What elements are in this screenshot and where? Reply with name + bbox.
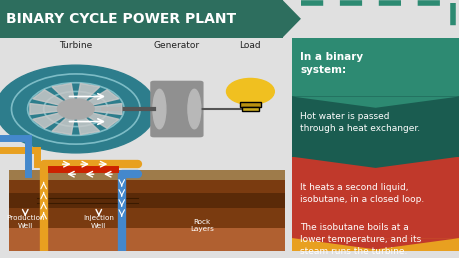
Polygon shape	[52, 84, 76, 109]
Polygon shape	[76, 84, 100, 109]
Polygon shape	[76, 109, 100, 135]
Polygon shape	[282, 0, 300, 38]
Polygon shape	[76, 103, 122, 115]
FancyBboxPatch shape	[9, 171, 284, 180]
Polygon shape	[52, 109, 76, 135]
Text: It heats a second liquid,
isobutane, in a closed loop.: It heats a second liquid, isobutane, in …	[299, 183, 423, 204]
Polygon shape	[76, 109, 119, 128]
Polygon shape	[291, 157, 459, 168]
Text: BINARY CYCLE POWER PLANT: BINARY CYCLE POWER PLANT	[6, 12, 235, 26]
FancyBboxPatch shape	[291, 38, 459, 96]
FancyBboxPatch shape	[291, 238, 459, 256]
FancyBboxPatch shape	[150, 81, 203, 137]
Ellipse shape	[188, 89, 200, 129]
Circle shape	[0, 65, 156, 153]
Text: Generator: Generator	[153, 41, 200, 50]
FancyBboxPatch shape	[291, 157, 459, 238]
FancyBboxPatch shape	[0, 0, 282, 38]
Polygon shape	[30, 103, 76, 115]
Text: Rock
Layers: Rock Layers	[190, 219, 213, 232]
FancyBboxPatch shape	[241, 107, 258, 111]
Polygon shape	[291, 238, 459, 249]
Circle shape	[57, 99, 94, 119]
FancyBboxPatch shape	[9, 228, 284, 251]
Text: Hot water is passed
through a heat exchanger.: Hot water is passed through a heat excha…	[299, 112, 419, 133]
Polygon shape	[33, 109, 76, 128]
FancyBboxPatch shape	[9, 193, 284, 208]
Text: Load: Load	[239, 41, 261, 50]
Text: The isobutane boils at a
lower temperature, and its
steam runs the turbine.: The isobutane boils at a lower temperatu…	[299, 223, 420, 256]
Text: Production
Well: Production Well	[6, 215, 45, 229]
Text: Turbine: Turbine	[59, 41, 92, 50]
FancyBboxPatch shape	[9, 175, 284, 251]
Ellipse shape	[153, 89, 166, 129]
Polygon shape	[33, 90, 76, 109]
Circle shape	[226, 78, 274, 104]
FancyBboxPatch shape	[240, 102, 260, 107]
FancyBboxPatch shape	[291, 96, 459, 157]
Polygon shape	[76, 90, 119, 109]
Text: In a binary
system:: In a binary system:	[299, 52, 362, 75]
Polygon shape	[291, 96, 459, 108]
Text: Injection
Well: Injection Well	[83, 215, 114, 229]
